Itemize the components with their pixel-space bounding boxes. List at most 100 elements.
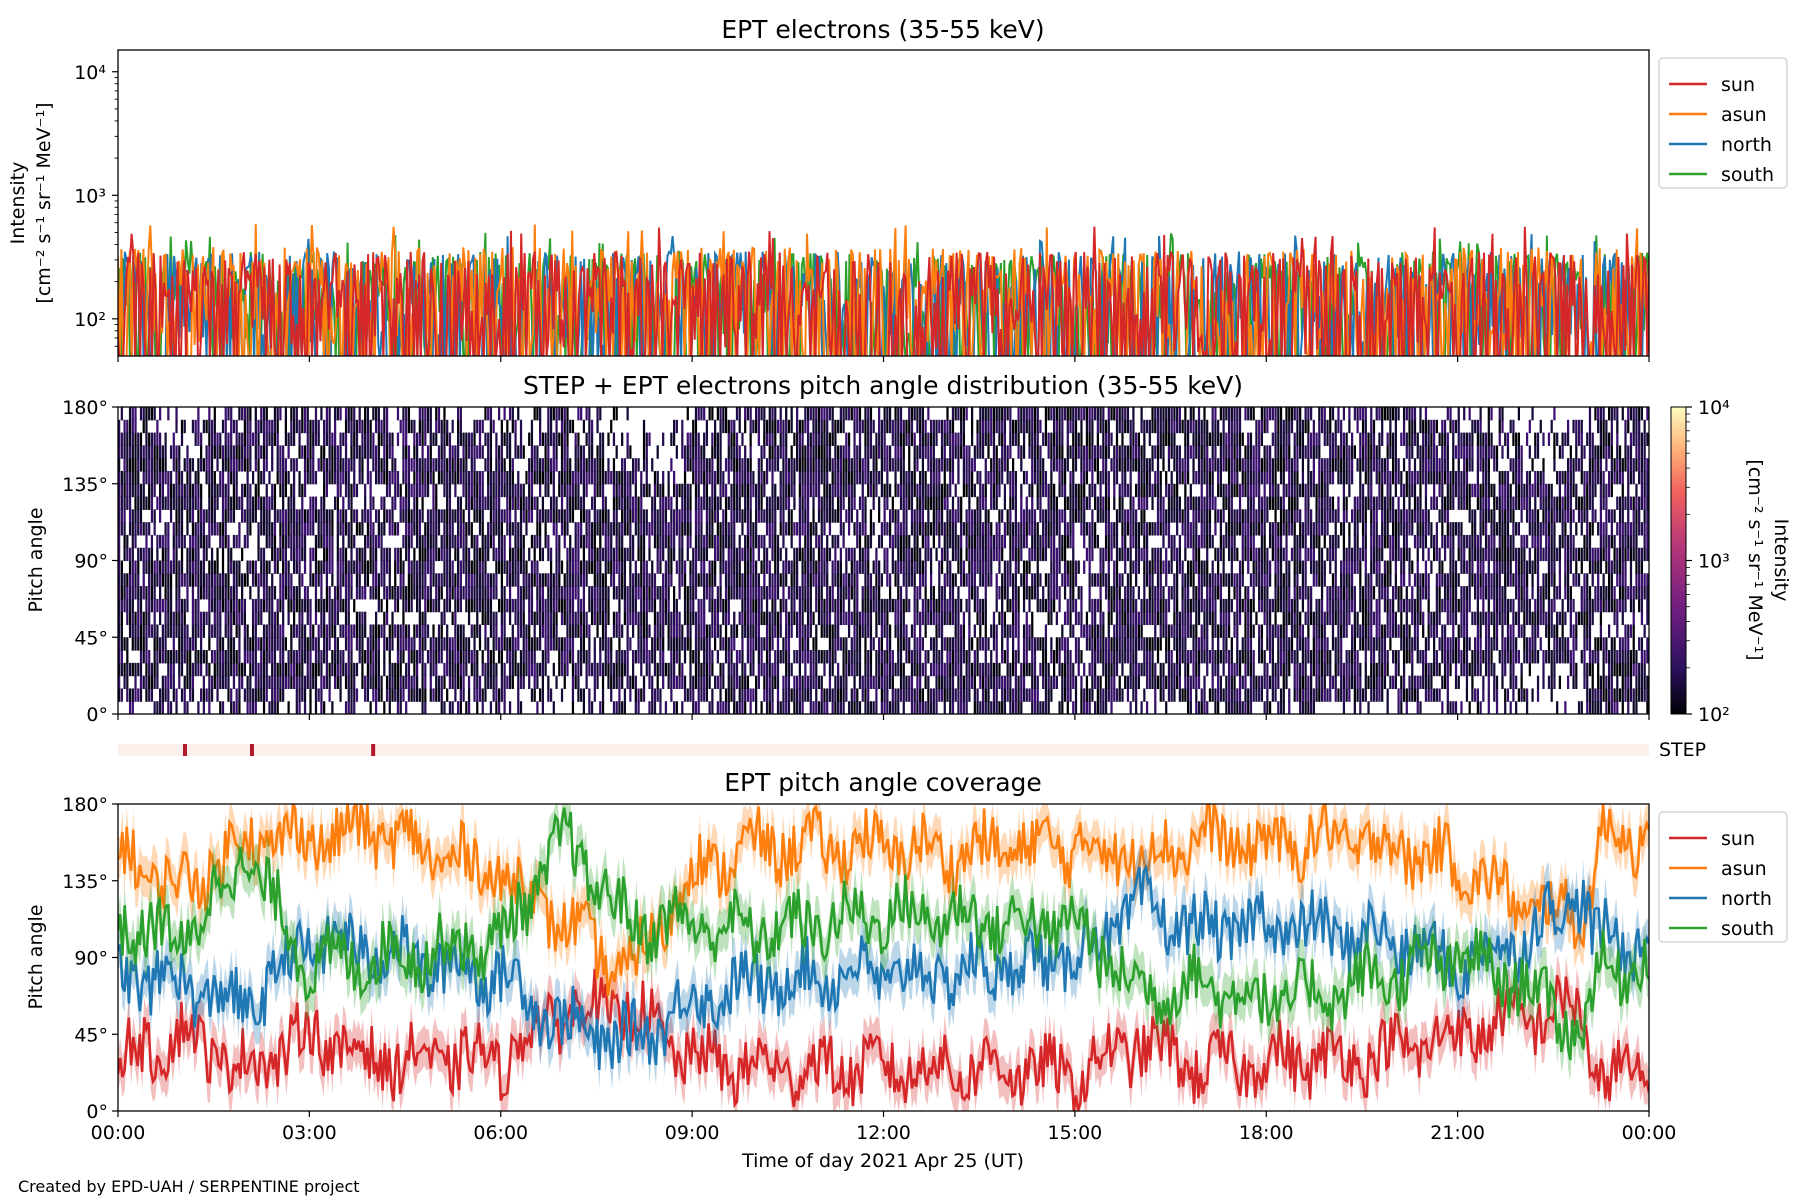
heatmap-cell xyxy=(544,611,547,626)
heatmap-cell xyxy=(503,407,506,421)
heatmap-cell xyxy=(128,407,132,421)
heatmap-cell xyxy=(686,407,689,421)
heatmap-cell xyxy=(219,534,222,549)
heatmap-cell xyxy=(694,496,698,510)
heatmap-cell xyxy=(675,650,678,664)
heatmap-cell xyxy=(667,483,670,498)
heatmap-cell xyxy=(369,701,372,714)
heatmap-cell xyxy=(235,586,238,600)
heatmap-cell xyxy=(831,701,834,714)
heatmap-cell xyxy=(284,509,288,523)
heatmap-cell xyxy=(388,547,391,562)
heatmap-cell xyxy=(194,650,197,664)
heatmap-cell xyxy=(265,522,268,536)
heatmap-cell xyxy=(536,407,539,421)
heatmap-cell xyxy=(552,496,555,510)
heatmap-cell xyxy=(785,496,788,510)
heatmap-cell xyxy=(451,458,454,472)
heatmap-cell xyxy=(850,458,853,472)
heatmap-cell xyxy=(678,624,681,638)
heatmap-cell xyxy=(722,662,725,677)
heatmap-cell xyxy=(350,407,353,421)
heatmap-cell xyxy=(689,509,692,523)
heatmap-cell xyxy=(708,675,711,690)
heatmap-cell xyxy=(845,688,848,702)
heatmap-cell xyxy=(601,432,605,446)
heatmap-cell xyxy=(563,483,566,498)
heatmap-cell xyxy=(774,573,777,587)
heatmap-cell xyxy=(301,688,304,702)
heatmap-cell xyxy=(566,650,569,664)
heatmap-cell xyxy=(134,407,137,421)
heatmap-cell xyxy=(735,573,739,587)
heatmap-cell xyxy=(719,560,722,574)
heatmap-cell xyxy=(744,675,747,690)
heatmap-cell xyxy=(167,675,170,690)
heatmap-cell xyxy=(582,650,586,664)
heatmap-cell xyxy=(692,586,695,600)
heatmap-cell xyxy=(262,586,266,600)
heatmap-cell xyxy=(394,560,397,574)
heatmap-cell xyxy=(489,573,493,587)
heatmap-cell xyxy=(213,407,216,421)
heatmap-cell xyxy=(462,637,465,651)
heatmap-cell xyxy=(697,534,700,549)
heatmap-cell xyxy=(148,573,151,587)
heatmap-cell xyxy=(191,598,195,613)
heatmap-cell xyxy=(361,445,364,459)
heatmap-cell xyxy=(861,586,864,600)
heatmap-cell xyxy=(530,458,534,472)
heatmap-cell xyxy=(451,675,454,690)
heatmap-cell xyxy=(418,534,421,549)
heatmap-cell xyxy=(599,407,602,421)
heatmap-cell xyxy=(227,496,230,510)
heatmap-cell xyxy=(407,675,411,690)
heatmap-cell xyxy=(724,560,728,574)
heatmap-cell xyxy=(273,701,277,714)
heatmap-cell xyxy=(131,407,134,421)
heatmap-cell xyxy=(634,470,637,485)
heatmap-cell xyxy=(257,662,260,677)
heatmap-cell xyxy=(618,547,621,562)
heatmap-cell xyxy=(563,522,566,536)
heatmap-cell xyxy=(251,598,255,613)
heatmap-cell xyxy=(858,445,862,459)
heatmap-cell xyxy=(678,522,681,536)
heatmap-cell xyxy=(637,688,640,702)
heatmap-cell xyxy=(230,560,233,574)
heatmap-cell xyxy=(377,534,380,549)
heatmap-cell xyxy=(727,560,730,574)
heatmap-cell xyxy=(757,598,760,613)
heatmap-cell xyxy=(339,407,342,421)
heatmap-cell xyxy=(530,637,534,651)
heatmap-cell xyxy=(317,458,320,472)
heatmap-cell xyxy=(208,470,211,485)
heatmap-cell xyxy=(785,407,788,421)
heatmap-cell xyxy=(782,701,785,714)
heatmap-cell xyxy=(727,419,730,434)
heatmap-cell xyxy=(197,611,200,626)
heatmap-cell xyxy=(610,662,613,677)
heatmap-cell xyxy=(869,675,873,690)
heatmap-cell xyxy=(432,624,435,638)
heatmap-cell xyxy=(875,458,878,472)
heatmap-cell xyxy=(790,573,793,587)
heatmap-cell xyxy=(659,624,662,638)
heatmap-cell xyxy=(388,470,391,485)
heatmap-cell xyxy=(309,419,312,434)
heatmap-cell xyxy=(708,598,711,613)
heatmap-cell xyxy=(782,637,785,651)
heatmap-cell xyxy=(755,637,758,651)
heatmap-cell xyxy=(467,560,471,574)
heatmap-cell xyxy=(656,560,659,574)
heatmap-cell xyxy=(588,662,591,677)
heatmap-cell xyxy=(776,458,780,472)
heatmap-cell xyxy=(804,598,807,613)
heatmap-cell xyxy=(626,624,629,638)
heatmap-cell xyxy=(621,522,624,536)
heatmap-cell xyxy=(582,624,586,638)
heatmap-cell xyxy=(249,483,252,498)
heatmap-cell xyxy=(145,624,148,638)
heatmap-cell xyxy=(134,624,137,638)
heatmap-cell xyxy=(443,675,446,690)
